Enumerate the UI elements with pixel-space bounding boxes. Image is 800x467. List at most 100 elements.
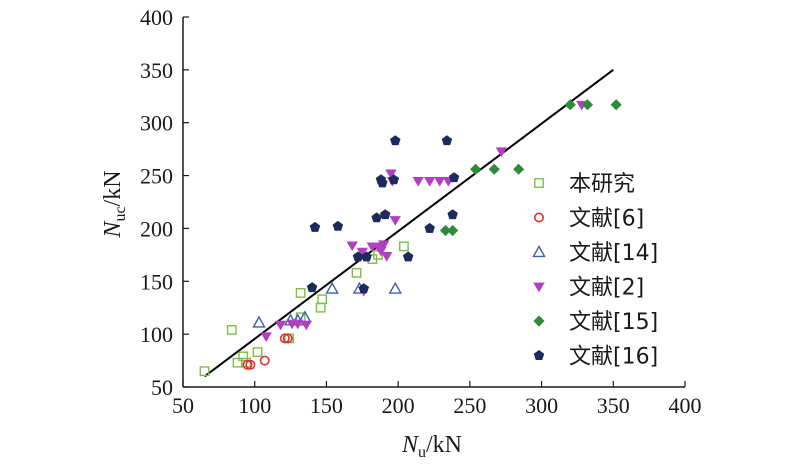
y-tick-label: 50 <box>151 375 173 400</box>
x-tick-label: 250 <box>453 393 486 418</box>
data-point <box>295 288 306 298</box>
data-point <box>358 283 369 294</box>
data-point <box>389 216 401 226</box>
data-point <box>346 241 358 252</box>
data-point <box>279 333 290 344</box>
legend-item: 文献[6] <box>533 207 644 232</box>
data-point <box>242 359 253 370</box>
data-point <box>274 320 287 331</box>
x-tick-label: 300 <box>525 393 558 418</box>
data-point <box>300 320 313 331</box>
data-point <box>306 282 318 293</box>
data-point <box>581 99 594 111</box>
data-point <box>424 222 435 233</box>
data-point <box>495 147 508 158</box>
data-point <box>245 359 256 370</box>
x-axis-label: Nu/kN <box>401 432 462 461</box>
legend-marker <box>533 282 545 293</box>
legend-item: 文献[15] <box>533 310 658 335</box>
data-point <box>259 355 270 366</box>
legend-item: 文献[2] <box>533 276 644 301</box>
data-point <box>378 240 390 251</box>
x-tick-label: 150 <box>310 393 343 418</box>
data-point <box>309 221 321 232</box>
series-2 <box>242 333 293 370</box>
x-tick-label: 100 <box>238 393 271 418</box>
data-point <box>398 241 409 252</box>
y-axis-label-sub: uc <box>112 206 129 221</box>
x-tick-label: 350 <box>597 393 630 418</box>
legend-label: 文献[16] <box>569 345 658 370</box>
legend-item: 本研究 <box>534 172 635 197</box>
data-point <box>423 176 436 187</box>
y-tick-label: 150 <box>140 269 173 294</box>
y-axis-label: Nuc/kN <box>100 170 129 238</box>
data-point <box>292 319 304 330</box>
data-point <box>470 163 482 175</box>
data-point <box>226 325 237 335</box>
data-point <box>380 209 391 220</box>
data-point <box>448 172 460 183</box>
data-point <box>564 99 576 111</box>
data-point <box>447 224 459 237</box>
data-point <box>232 357 243 368</box>
series-3 <box>252 281 402 328</box>
y-axis-label-unit: /kN <box>100 170 126 206</box>
data-point <box>513 163 525 175</box>
data-point <box>434 176 446 187</box>
data-point <box>351 267 362 278</box>
y-tick-label: 350 <box>140 58 173 83</box>
data-point <box>412 176 424 187</box>
data-point <box>282 333 293 344</box>
data-point <box>332 220 344 231</box>
data-point <box>610 99 622 111</box>
data-point <box>361 251 372 262</box>
data-point <box>238 351 249 362</box>
legend-marker <box>533 315 545 327</box>
data-point <box>317 294 328 305</box>
axes <box>182 17 685 388</box>
legend-marker <box>534 178 544 188</box>
data-point <box>441 135 453 146</box>
legend-label: 文献[2] <box>569 276 644 301</box>
data-point <box>488 163 500 175</box>
data-point <box>388 174 400 185</box>
data-point <box>388 281 402 294</box>
fit-line-layer <box>203 69 614 378</box>
data-point <box>252 347 263 358</box>
y-tick-label: 200 <box>140 216 173 241</box>
y-tick-label: 100 <box>140 322 173 347</box>
y-tick-label: 300 <box>140 111 173 136</box>
data-point <box>390 135 401 146</box>
data-point <box>377 177 388 188</box>
x-tick-label: 400 <box>669 393 702 418</box>
series-6 <box>306 135 460 294</box>
legend-item: 文献[14] <box>532 241 658 266</box>
series-5 <box>439 99 622 237</box>
y-tick-label: 400 <box>140 5 173 30</box>
fit-line <box>203 69 614 378</box>
data-point <box>325 281 339 294</box>
legend-item: 文献[16] <box>533 345 658 370</box>
data-point <box>371 212 382 223</box>
tick-layer: 50 100 150 200 250 300 350 400 50 100 150 200 250 300… <box>140 5 702 418</box>
y-tick-label: 250 <box>140 164 173 189</box>
data-point <box>252 315 266 328</box>
data-point <box>356 247 368 258</box>
data-point <box>380 252 393 262</box>
legend-label: 文献[6] <box>569 207 644 232</box>
legend-label: 文献[15] <box>569 310 658 335</box>
data-point <box>447 209 458 220</box>
y-axis-label-main: N <box>100 220 126 239</box>
legend-marker <box>533 212 544 223</box>
x-axis-label-sub: u <box>418 444 426 461</box>
x-axis-label-main: N <box>401 432 420 458</box>
data-point <box>260 332 272 343</box>
x-tick-label: 200 <box>382 393 415 418</box>
legend-label: 本研究 <box>569 172 635 197</box>
x-tick-label: 50 <box>172 393 194 418</box>
x-axis-label-unit: /kN <box>426 432 462 458</box>
data-points <box>199 99 622 377</box>
